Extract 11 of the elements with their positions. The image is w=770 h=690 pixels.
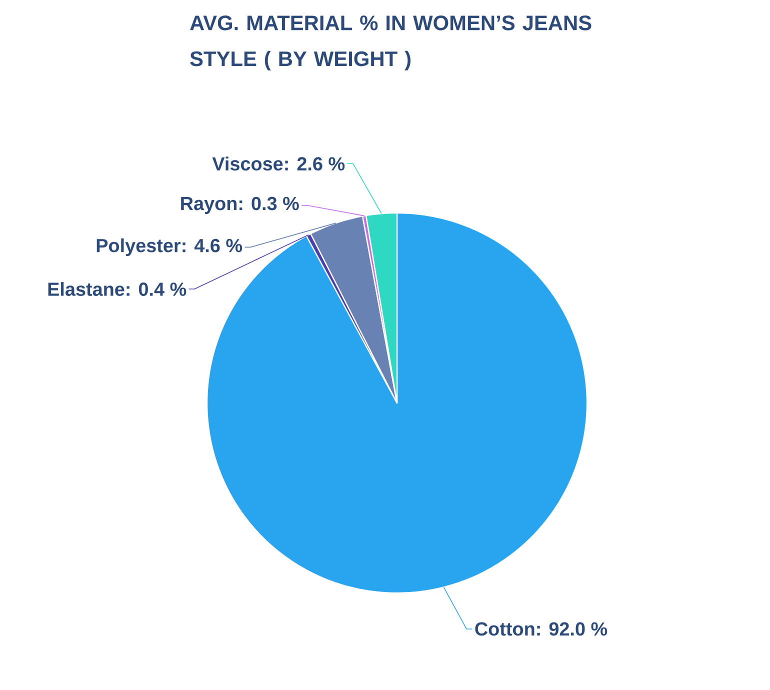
slice-label: Polyester <box>96 238 181 256</box>
data-label: : 0.4 % <box>126 282 186 296</box>
slice-label: Cotton <box>475 622 534 636</box>
data-label: : 2.6 % <box>285 157 345 171</box>
data-label: : 92.0 % <box>537 622 608 636</box>
slice-label: Viscose <box>212 156 283 171</box>
data-label: : 0.3 % <box>240 196 299 210</box>
chart-title: AVG. MATERIAL % IN WOMEN’S JEANS STYLE ( BY WEIGHT ) <box>190 16 592 70</box>
slice-label: Elastane <box>48 282 124 296</box>
data-label: : 4.6 % <box>182 238 242 252</box>
slice-label: Rayon <box>181 197 237 214</box>
